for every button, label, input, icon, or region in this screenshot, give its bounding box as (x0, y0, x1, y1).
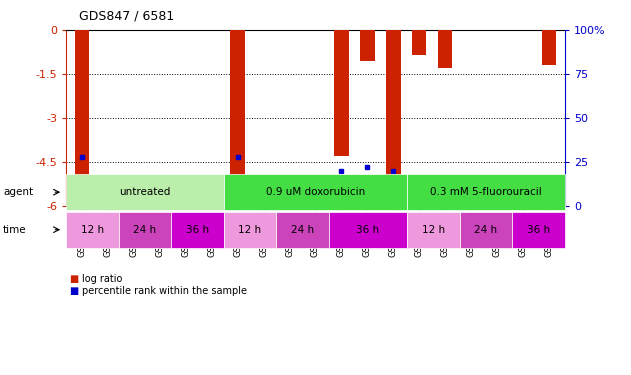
Text: log ratio: log ratio (82, 274, 122, 284)
Text: 36 h: 36 h (357, 225, 379, 235)
Text: ■: ■ (69, 274, 79, 284)
Text: 12 h: 12 h (422, 225, 445, 235)
Text: ■: ■ (69, 286, 79, 296)
Bar (438, 30, 452, 68)
Bar (74, 30, 89, 203)
Text: 36 h: 36 h (527, 225, 550, 235)
Text: 36 h: 36 h (186, 225, 209, 235)
Text: 12 h: 12 h (81, 225, 104, 235)
Text: GDS847 / 6581: GDS847 / 6581 (79, 9, 174, 22)
Text: 12 h: 12 h (239, 225, 261, 235)
Text: time: time (3, 225, 27, 235)
Text: 24 h: 24 h (291, 225, 314, 235)
Bar (412, 30, 427, 55)
Text: percentile rank within the sample: percentile rank within the sample (82, 286, 247, 296)
Text: untreated: untreated (119, 187, 170, 197)
Bar (386, 30, 401, 203)
Text: 0.3 mM 5-fluorouracil: 0.3 mM 5-fluorouracil (430, 187, 542, 197)
Bar (230, 30, 245, 203)
Text: 24 h: 24 h (475, 225, 498, 235)
Bar (360, 30, 375, 61)
Text: agent: agent (3, 187, 33, 197)
Bar (542, 30, 557, 65)
Text: 0.9 uM doxorubicin: 0.9 uM doxorubicin (266, 187, 365, 197)
Text: 24 h: 24 h (133, 225, 156, 235)
Bar (334, 30, 348, 156)
